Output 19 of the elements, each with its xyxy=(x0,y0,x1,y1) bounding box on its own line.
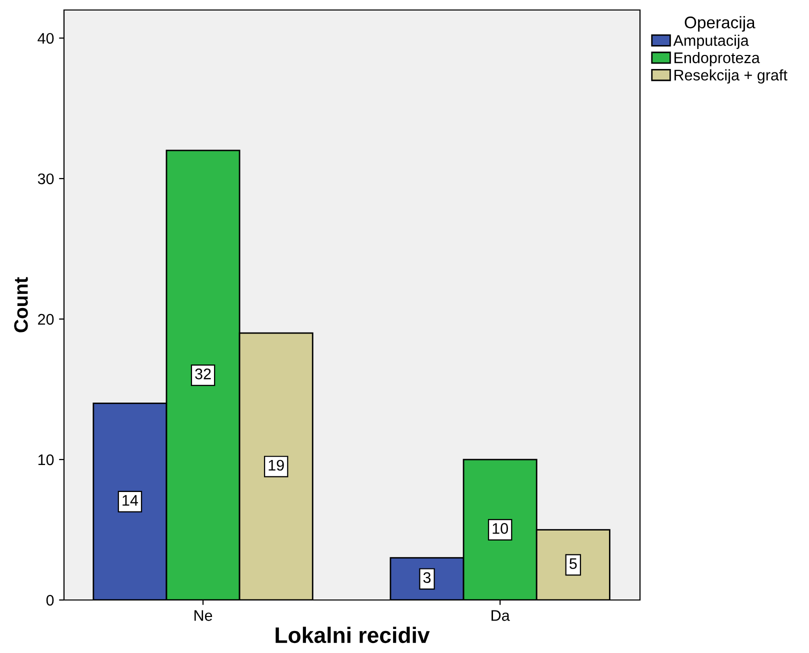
legend-title: Operacija xyxy=(684,16,756,32)
y-tick-label: 30 xyxy=(38,173,54,184)
x-tick-label: Da xyxy=(492,610,510,621)
legend-label: Resekcija + graft xyxy=(674,69,788,84)
data-label: 10 xyxy=(492,523,508,534)
x-axis-title: Lokalni recidiv xyxy=(276,626,430,644)
data-label: 14 xyxy=(122,495,138,506)
y-tick-label: 10 xyxy=(38,454,54,466)
y-tick-label: 20 xyxy=(38,314,54,325)
data-label: 3 xyxy=(423,572,431,584)
y-axis-title: Count xyxy=(14,277,28,332)
x-tick-label: Ne xyxy=(194,610,212,621)
legend-label: Amputacija xyxy=(673,34,749,49)
y-tick-label: 0 xyxy=(46,594,54,606)
y-tick-label: 40 xyxy=(38,32,54,44)
data-label: 5 xyxy=(570,558,577,569)
data-label: 32 xyxy=(195,368,211,380)
data-label: 19 xyxy=(268,460,284,471)
legend-label: Endoproteza xyxy=(674,52,760,66)
